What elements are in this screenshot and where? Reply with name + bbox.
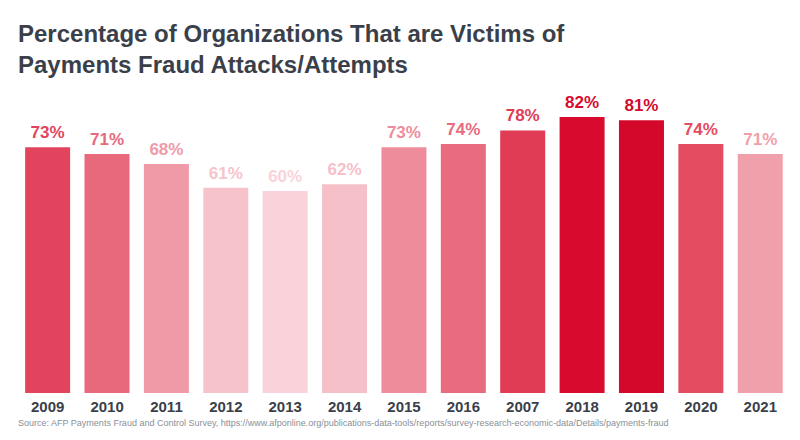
- svg-text:68%: 68%: [149, 140, 183, 159]
- svg-text:2009: 2009: [31, 398, 64, 415]
- svg-text:82%: 82%: [565, 93, 599, 112]
- svg-text:73%: 73%: [387, 123, 421, 142]
- svg-text:81%: 81%: [624, 96, 658, 115]
- svg-text:74%: 74%: [684, 120, 718, 139]
- svg-text:60%: 60%: [268, 167, 302, 186]
- svg-text:71%: 71%: [743, 130, 777, 149]
- svg-text:2020: 2020: [684, 398, 717, 415]
- svg-text:2021: 2021: [744, 398, 777, 415]
- svg-text:73%: 73%: [31, 123, 65, 142]
- svg-text:2013: 2013: [269, 398, 302, 415]
- svg-text:2007: 2007: [506, 398, 539, 415]
- svg-text:71%: 71%: [90, 130, 124, 149]
- svg-text:61%: 61%: [209, 164, 243, 183]
- svg-text:74%: 74%: [446, 120, 480, 139]
- html-text:Source: AFP Payments Fraud and: Source: AFP Payments Fraud and Control S…: [18, 418, 669, 428]
- svg-text:2018: 2018: [565, 398, 598, 415]
- svg-text:78%: 78%: [506, 106, 540, 125]
- svg-text:2012: 2012: [209, 398, 242, 415]
- html-text:Percentage of Organizations Th: Percentage of Organizations That are Vic…: [18, 20, 565, 78]
- svg-text:2014: 2014: [328, 398, 362, 415]
- svg-text:2019: 2019: [625, 398, 658, 415]
- svg-text:2011: 2011: [150, 398, 183, 415]
- svg-text:62%: 62%: [328, 160, 362, 179]
- svg-text:2016: 2016: [447, 398, 480, 415]
- svg-text:2010: 2010: [90, 398, 123, 415]
- svg-text:2015: 2015: [387, 398, 420, 415]
